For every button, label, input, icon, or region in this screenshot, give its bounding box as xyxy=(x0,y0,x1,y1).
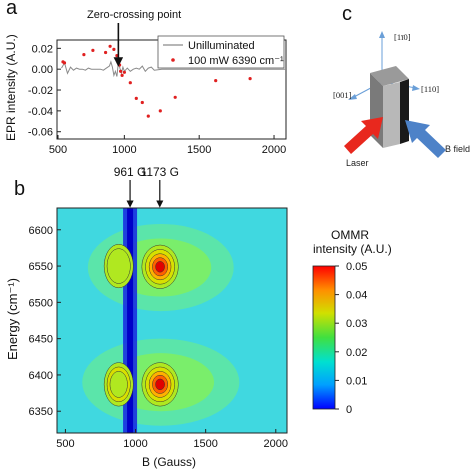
a-data-point xyxy=(134,96,138,100)
a-y-tick-label: -0.04 xyxy=(28,106,53,118)
colorbar-tick-label: 0.05 xyxy=(346,261,367,273)
a-data-point xyxy=(122,70,126,74)
chart-a-y-axis-label: EPR intensity (A.U.) xyxy=(4,34,18,141)
b-x-tick-label: 1000 xyxy=(123,438,147,450)
a-y-tick-label: -0.02 xyxy=(28,85,53,97)
crystal-front-face xyxy=(383,82,400,148)
a-x-tick-label: 1500 xyxy=(187,144,211,156)
colorbar-tick-label: 0.01 xyxy=(346,375,367,387)
chart-a-x-ticks: 500 1000 1500 2000 xyxy=(49,135,286,156)
chart-b: 6350 6400 6450 6500 6550 6600 500 1000 1500 2000… xyxy=(5,165,392,469)
b-x-tick-label: 1500 xyxy=(193,438,217,450)
field-marker-label: 961 G xyxy=(114,165,147,179)
colorbar-tick-label: 0 xyxy=(346,404,352,416)
chart-a-legend-box xyxy=(157,35,285,69)
a-data-point xyxy=(120,73,124,77)
heatmap-dip-core xyxy=(127,208,134,433)
a-data-point xyxy=(119,69,123,73)
a-data-point xyxy=(146,114,150,118)
a-x-tick-label: 2000 xyxy=(262,144,286,156)
chart-b-y-axis-label: Energy (cm⁻¹) xyxy=(5,278,20,360)
a-x-tick-label: 1000 xyxy=(112,144,136,156)
axis-label-1-10: [1ī0] xyxy=(394,32,411,42)
a-data-point xyxy=(158,109,162,113)
crystal-diagram: [1ī0] [001] [110] Laser B field xyxy=(333,31,470,168)
b-y-tick-label: 6550 xyxy=(29,261,53,273)
field-marker-label: 1173 G xyxy=(141,165,179,179)
a-data-point xyxy=(62,61,67,65)
a-data-point xyxy=(91,48,95,53)
heatmap-peak-contour xyxy=(155,261,165,273)
b-y-tick-label: 6500 xyxy=(29,297,53,309)
legend-label-unilluminated: Unilluminated xyxy=(188,40,255,52)
panel-label-b: b xyxy=(14,178,25,200)
colorbar-gradient xyxy=(312,265,336,410)
a-data-point xyxy=(214,79,218,83)
panel-label-a: a xyxy=(6,0,18,19)
a-data-point xyxy=(173,95,177,99)
legend-point-swatch xyxy=(171,58,175,62)
chart-b-x-axis-label: B (Gauss) xyxy=(142,455,196,469)
a-data-point xyxy=(248,77,252,81)
a-data-point xyxy=(140,100,144,105)
legend-label-illuminated: 100 mW 6390 cm⁻¹ xyxy=(188,55,284,67)
axis-110-arrowhead xyxy=(412,85,420,91)
laser-label: Laser xyxy=(346,158,369,168)
b-y-tick-label: 6450 xyxy=(29,334,53,346)
a-y-tick-label: -0.06 xyxy=(28,127,53,139)
heatmap-peak-contour xyxy=(155,378,165,391)
chart-a: 0.020.00-0.02-0.04-0.06 500 1000 1500 2000 … xyxy=(4,9,287,156)
heatmap-peak-contour xyxy=(109,371,128,398)
a-data-point xyxy=(128,81,132,85)
chart-a-y-ticks: 0.02 0.00 -0.02 -0.04 -0.06 xyxy=(28,43,61,139)
crystal-top-face xyxy=(370,66,409,86)
colorbar-ticks: 0.05 0.04 0.03 0.02 0.01 0 xyxy=(335,261,367,416)
heatmap-peak-contour xyxy=(106,248,131,284)
colorbar-tick-label: 0.02 xyxy=(346,347,367,359)
a-data-point xyxy=(108,44,112,48)
a-data-point xyxy=(112,47,116,52)
crystal-dark-face xyxy=(400,79,409,144)
b-y-tick-label: 6400 xyxy=(29,370,53,382)
a-x-tick-label: 500 xyxy=(49,144,67,156)
b-x-tick-label: 500 xyxy=(56,438,74,450)
a-data-point xyxy=(104,50,108,55)
colorbar-title-line1: OMMR xyxy=(331,228,369,242)
colorbar-title-line2: intensity (A.U.) xyxy=(313,242,392,256)
colorbar-tick-label: 0.03 xyxy=(346,318,367,330)
laser-arrow xyxy=(344,117,383,154)
chart-a-legend: Unilluminated 100 mW 6390 cm⁻¹ xyxy=(157,35,285,69)
axis-label-001: [001] xyxy=(333,90,352,100)
b-y-tick-label: 6600 xyxy=(29,225,53,237)
b-field-label: B field xyxy=(445,144,470,154)
chart-b-y-ticks: 6350 6400 6450 6500 6550 6600 xyxy=(29,225,61,418)
chart-b-x-ticks: 500 1000 1500 2000 xyxy=(56,429,288,450)
chart-b-frame xyxy=(56,207,288,434)
axis-001-arrowhead xyxy=(348,94,357,100)
b-field-arrow xyxy=(405,120,446,158)
heatmap-contours xyxy=(82,208,240,433)
a-y-tick-label: 0.00 xyxy=(32,64,53,76)
a-data-point xyxy=(82,53,86,57)
a-y-tick-label: 0.02 xyxy=(32,43,53,55)
axis-label-110: [110] xyxy=(421,84,439,94)
colorbar: OMMR intensity (A.U.) 0.050.040.030.020.… xyxy=(312,228,392,416)
zero-crossing-annotation: Zero-crossing point xyxy=(87,9,181,21)
panel-label-c: c xyxy=(342,3,352,25)
a-data-point xyxy=(118,63,122,67)
axis-1-10-arrowhead xyxy=(379,31,385,38)
b-y-tick-label: 6350 xyxy=(29,406,53,418)
b-x-tick-label: 2000 xyxy=(264,438,288,450)
colorbar-tick-label: 0.04 xyxy=(346,290,367,302)
